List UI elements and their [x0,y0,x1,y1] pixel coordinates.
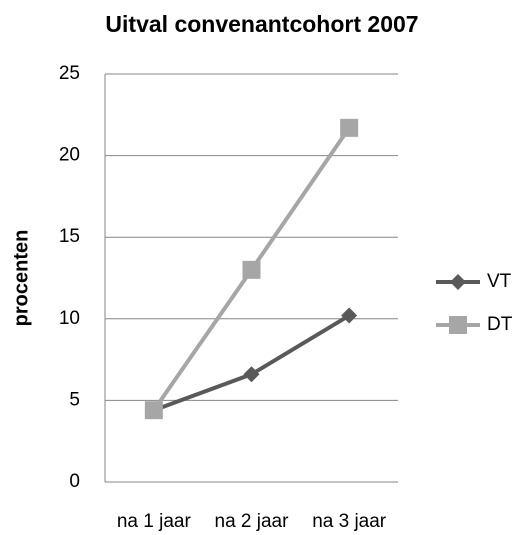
y-tick-label: 0 [69,471,80,492]
data-point [144,401,163,420]
legend-label: VT [487,271,512,292]
x-tick-label: na 3 jaar [312,511,387,532]
y-tick-label: 10 [59,308,80,329]
chart-title: Uitval convenantcohort 2007 [105,11,418,37]
y-tick-label: 20 [59,145,80,166]
data-point [242,260,261,279]
legend-label: DT [487,314,513,335]
y-axis-label: procenten [10,230,32,327]
data-point [341,307,358,324]
x-tick-label: na 1 jaar [117,511,192,532]
x-tick-label: na 2 jaar [215,511,290,532]
legend-marker [450,274,466,290]
y-tick-label: 5 [69,389,80,410]
y-tick-label: 25 [59,63,80,84]
legend-marker [449,316,467,334]
y-tick-label: 15 [59,226,80,247]
data-point [243,366,260,383]
data-point [340,118,359,137]
series-line [153,313,351,413]
